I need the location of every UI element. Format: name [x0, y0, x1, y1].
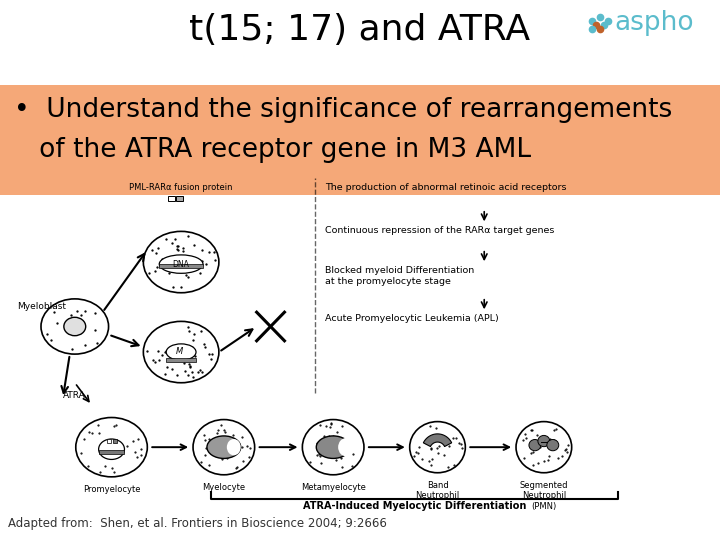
FancyBboxPatch shape — [0, 85, 720, 195]
Text: DNA: DNA — [173, 260, 189, 268]
Bar — [176, 195, 183, 201]
Text: Myelocyte: Myelocyte — [202, 483, 246, 492]
Text: Adapted from:  Shen, et al. Frontiers in Bioscience 2004; 9:2666: Adapted from: Shen, et al. Frontiers in … — [8, 516, 387, 530]
Bar — [166, 358, 196, 362]
Ellipse shape — [529, 440, 541, 451]
Ellipse shape — [159, 255, 203, 273]
Ellipse shape — [227, 439, 240, 455]
Text: The production of abnormal retinoic acid receptors: The production of abnormal retinoic acid… — [325, 183, 567, 192]
Text: aspho: aspho — [614, 10, 693, 36]
Text: of the ATRA receptor gene in M3 AML: of the ATRA receptor gene in M3 AML — [14, 137, 531, 163]
Text: Promyelocyte: Promyelocyte — [83, 485, 140, 494]
Ellipse shape — [546, 440, 559, 451]
Bar — [107, 439, 111, 443]
Text: Metamyelocyte: Metamyelocyte — [301, 483, 366, 492]
Ellipse shape — [41, 299, 109, 354]
Bar — [168, 195, 175, 201]
Text: Band
Neutrophil: Band Neutrophil — [415, 481, 459, 501]
Ellipse shape — [338, 438, 354, 456]
Text: ATRA-Induced Myelocytic Differentiation: ATRA-Induced Myelocytic Differentiation — [303, 501, 526, 511]
Ellipse shape — [143, 231, 219, 293]
Ellipse shape — [99, 439, 125, 460]
Ellipse shape — [316, 436, 350, 458]
Text: Myeloblast: Myeloblast — [17, 301, 66, 310]
Ellipse shape — [193, 420, 255, 475]
Bar — [112, 439, 117, 443]
Ellipse shape — [538, 435, 550, 447]
Polygon shape — [423, 434, 451, 447]
Ellipse shape — [410, 422, 465, 472]
Text: •  Understand the significance of rearrangements: • Understand the significance of rearran… — [14, 97, 672, 123]
Text: t(15; 17) and ATRA: t(15; 17) and ATRA — [189, 13, 531, 47]
Ellipse shape — [302, 420, 364, 475]
Ellipse shape — [76, 417, 148, 477]
Text: Continuous repression of the RARα target genes: Continuous repression of the RARα target… — [325, 226, 554, 235]
Text: Segmented
Neutrophil
(PMN): Segmented Neutrophil (PMN) — [520, 481, 568, 511]
Ellipse shape — [64, 318, 86, 336]
Text: Acute Promyelocytic Leukemia (APL): Acute Promyelocytic Leukemia (APL) — [325, 314, 499, 323]
Text: ATRA: ATRA — [63, 390, 86, 400]
Bar — [159, 264, 203, 268]
Bar — [99, 450, 125, 454]
Ellipse shape — [516, 422, 572, 472]
Text: PML-RARα fusion protein: PML-RARα fusion protein — [130, 183, 233, 192]
Text: Blocked myeloid Differentiation
at the promyelocyte stage: Blocked myeloid Differentiation at the p… — [325, 266, 474, 286]
Ellipse shape — [143, 321, 219, 383]
Text: M: M — [176, 347, 183, 355]
Ellipse shape — [207, 436, 240, 458]
Ellipse shape — [166, 344, 196, 360]
